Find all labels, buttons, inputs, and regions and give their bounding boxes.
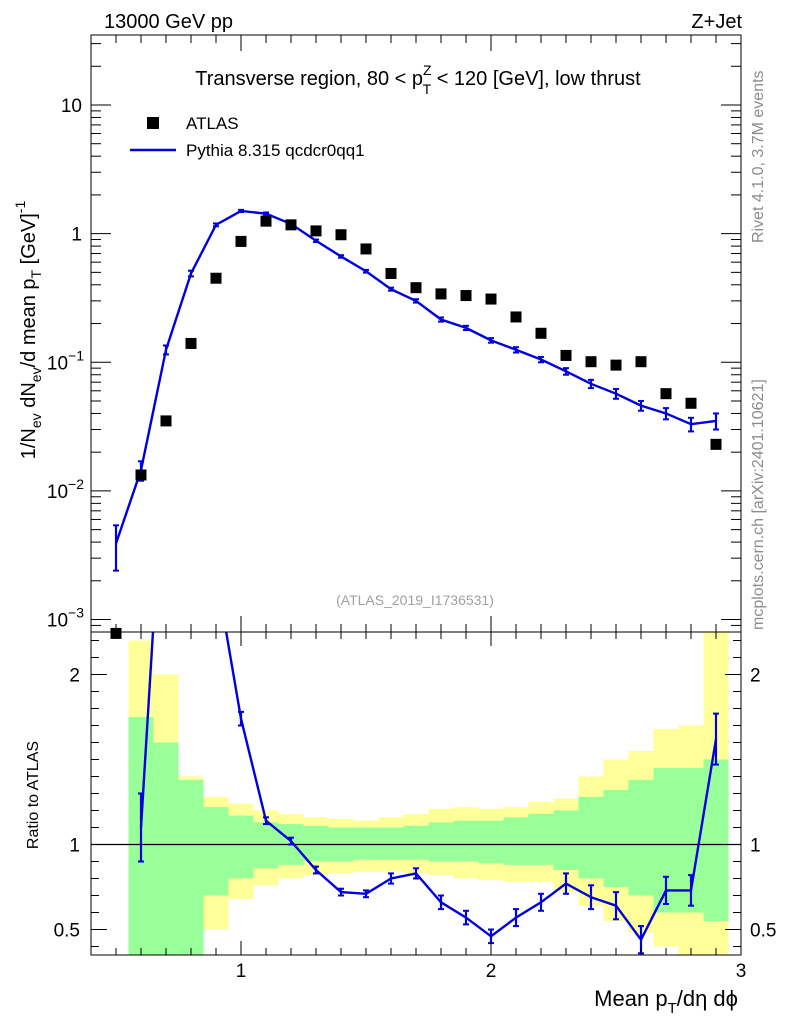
ratio-ytick-label: 0.5 xyxy=(54,921,80,942)
main-title: Transverse region, 80 < pZ T < 120 [GeV],… xyxy=(195,62,641,97)
source-label: mcplots.cern.ch [arXiv:2401.10621] xyxy=(750,379,767,630)
atlas-point xyxy=(135,469,147,481)
atlas-point xyxy=(160,415,172,427)
atlas-point xyxy=(210,272,222,284)
atlas-point xyxy=(485,293,497,305)
uncertainty-band-inner xyxy=(603,790,629,887)
atlas-point xyxy=(560,349,572,361)
uncertainty-band-inner xyxy=(353,827,379,860)
legend: ATLAS Pythia 8.315 qcdcr0qq1 xyxy=(130,114,365,160)
uncertainty-band-inner xyxy=(553,810,579,870)
ratio-line xyxy=(139,632,718,942)
atlas-point xyxy=(460,290,472,302)
ratio-ytick-label-right: 1 xyxy=(750,836,761,857)
atlas-point xyxy=(260,215,272,227)
main-ytick-label: 1 xyxy=(71,225,82,246)
ratio-ytick-label: 1 xyxy=(69,836,80,857)
main-panel: 10−3 10−2 10−1 1 10 Transverse region, 80 < … xyxy=(12,34,742,639)
legend-label-atlas: ATLAS xyxy=(186,114,239,133)
atlas-point xyxy=(235,235,247,247)
atlas-point xyxy=(660,388,672,400)
main-ytick-label: 10−1 xyxy=(47,347,84,374)
ratio-data-layer xyxy=(91,632,741,955)
ratio-panel: 0.5 0.5 1 1 2 2 1 2 3 Ratio to ATLAS Mean pT/dη … xyxy=(25,631,777,1017)
rivet-label: Rivet 4.1.0, 3.7M events xyxy=(750,70,767,243)
atlas-point xyxy=(285,219,297,231)
uncertainty-band-inner xyxy=(428,822,454,862)
atlas-point xyxy=(585,356,597,368)
uncertainty-band-inner xyxy=(303,825,329,862)
uncertainty-band-inner xyxy=(178,779,204,955)
ratio-xtick-label: 3 xyxy=(736,961,747,982)
main-data-layer xyxy=(110,208,722,639)
atlas-point xyxy=(410,282,422,294)
uncertainty-band-inner xyxy=(478,820,504,864)
atlas-point xyxy=(335,229,347,241)
ratio-ytick-label-right: 0.5 xyxy=(750,921,776,942)
atlas-point xyxy=(635,356,647,368)
legend-label-pythia: Pythia 8.315 qcdcr0qq1 xyxy=(186,141,365,160)
atlas-point xyxy=(385,267,397,279)
ratio-xtick-label: 1 xyxy=(236,961,247,982)
ratio-tick-labels: 0.5 0.5 1 1 2 2 1 2 3 xyxy=(54,666,777,983)
uncertainty-band-inner xyxy=(203,807,229,896)
uncertainty-band-inner xyxy=(503,817,529,865)
atlas-point xyxy=(685,397,697,409)
uncertainty-band-inner xyxy=(703,759,729,921)
ratio-ylabel: Ratio to ATLAS xyxy=(25,741,42,849)
main-ytick-label: 10−3 xyxy=(47,605,84,632)
analysis-watermark: (ATLAS_2019_I1736531) xyxy=(336,592,494,608)
uncertainty-band-inner xyxy=(378,827,404,860)
main-ytick-labels: 10−3 10−2 10−1 1 10 xyxy=(47,96,84,632)
main-ytick-label: 10 xyxy=(61,96,82,117)
atlas-point xyxy=(510,311,522,323)
uncertainty-band-inner xyxy=(528,813,554,865)
uncertainty-band-inner xyxy=(578,796,604,879)
ratio-ytick-label-right: 2 xyxy=(750,666,761,687)
uncertainty-band-inner xyxy=(253,822,279,869)
header-right: Z+Jet xyxy=(691,11,742,33)
uncertainty-band-inner xyxy=(628,779,654,896)
atlas-point xyxy=(435,288,447,300)
atlas-point xyxy=(535,327,547,339)
atlas-point xyxy=(610,359,622,371)
atlas-point xyxy=(360,243,372,255)
uncertainty-band-inner xyxy=(153,742,179,955)
x-axis-label: Mean pT/dη dϕ xyxy=(594,986,738,1017)
uncertainty-band-inner xyxy=(453,820,479,862)
uncertainty-band-inner xyxy=(228,815,254,879)
ratio-xtick-label: 2 xyxy=(486,961,497,982)
main-ylabel: 1/Nev dNev/d mean pT [GeV]-1 xyxy=(12,201,44,460)
main-ticks xyxy=(90,35,742,633)
atlas-point xyxy=(185,337,197,349)
header-left: 13000 GeV pp xyxy=(104,11,233,33)
main-ytick-label: 10−2 xyxy=(47,476,84,503)
legend-marker-atlas xyxy=(147,117,159,129)
atlas-point xyxy=(710,438,722,450)
ratio-ticks xyxy=(90,632,742,955)
ratio-ytick-label: 2 xyxy=(69,666,80,687)
uncertainty-band-inner xyxy=(403,825,429,860)
atlas-point xyxy=(310,225,322,237)
